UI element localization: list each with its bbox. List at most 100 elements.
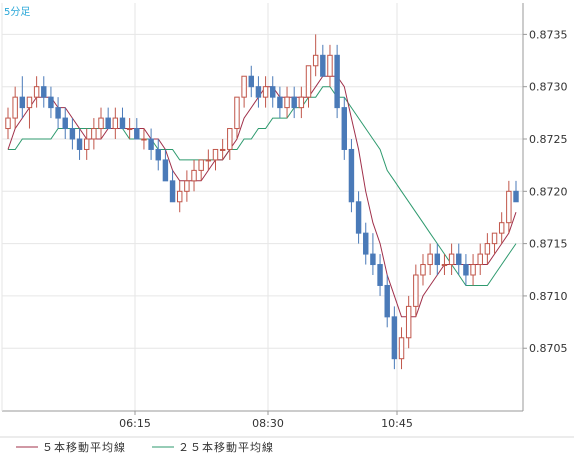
- candle-body: [377, 264, 383, 286]
- candle-down: [334, 44, 340, 119]
- y-tick-label: 0.8715: [529, 238, 568, 251]
- candle-body: [148, 138, 154, 150]
- candle-body: [355, 201, 362, 234]
- candle-down: [248, 65, 254, 98]
- candle-body: [420, 264, 426, 276]
- candle-body: [105, 117, 111, 130]
- candle-body: [55, 107, 61, 119]
- candle-down: [463, 254, 469, 286]
- candle-body: [155, 148, 161, 161]
- candle-body: [227, 128, 233, 150]
- candle-up: [83, 128, 90, 160]
- candle-body: [327, 54, 333, 77]
- candle-up: [177, 180, 183, 213]
- candle-body: [184, 180, 190, 192]
- candle-body: [26, 96, 33, 109]
- y-tick-label: 0.8705: [529, 342, 568, 355]
- candle-down: [363, 222, 369, 265]
- y-tick-label: 0.8725: [529, 133, 568, 146]
- grid-lines: [2, 3, 523, 411]
- candle-up: [191, 159, 197, 192]
- candle-down: [119, 107, 126, 130]
- candle-body: [320, 54, 326, 77]
- candle-body: [69, 128, 76, 140]
- candle-body: [470, 264, 476, 276]
- candle-down: [277, 86, 283, 119]
- candle-body: [119, 117, 126, 130]
- candle-up: [141, 128, 147, 150]
- candle-up: [5, 107, 11, 139]
- candle-body: [448, 253, 455, 266]
- candle-up: [405, 295, 412, 349]
- candle-body: [270, 86, 276, 98]
- candle-body: [212, 148, 219, 161]
- candle-body: [312, 54, 319, 67]
- candle-body: [177, 190, 183, 203]
- candle-body: [126, 128, 133, 131]
- candle-body: [434, 253, 441, 266]
- candle-body: [112, 117, 119, 130]
- period-label: 5分足: [4, 6, 30, 18]
- x-tick-label: 10:45: [381, 417, 413, 430]
- candle-down: [370, 233, 376, 275]
- candle-up: [420, 254, 426, 286]
- candle-up: [506, 180, 512, 234]
- candle-down: [456, 243, 462, 275]
- legend-ma25-label: ２５本移動平均線: [178, 440, 274, 454]
- candle-body: [198, 159, 204, 171]
- candle-body: [62, 117, 68, 130]
- candle-body: [205, 159, 212, 162]
- x-axis-ticks: 06:15 08:30 10:45: [119, 411, 413, 430]
- candle-body: [506, 190, 512, 224]
- candle-body: [219, 148, 226, 151]
- candle-up: [262, 76, 269, 108]
- candle-body: [405, 305, 412, 339]
- candle-up: [427, 243, 433, 275]
- y-axis-ticks: 0.8705 0.8710 0.8715 0.8720 0.8725 0.8730 0.87…: [523, 28, 568, 355]
- candle-down: [48, 86, 54, 119]
- x-tick-label: 06:15: [119, 417, 151, 430]
- candle-down: [291, 86, 297, 119]
- candle-up: [413, 264, 419, 317]
- legend-ma5-label: ５本移動平均線: [42, 440, 126, 454]
- candle-body: [341, 107, 347, 150]
- candle-up: [198, 159, 204, 181]
- candle-down: [19, 76, 26, 119]
- candle-up: [284, 86, 290, 119]
- candle-body: [463, 264, 469, 276]
- candle-down: [169, 170, 176, 203]
- candle-up: [477, 243, 483, 275]
- candle-up: [184, 170, 190, 202]
- candle-down: [62, 107, 68, 139]
- candle-body: [498, 222, 505, 234]
- candle-body: [363, 232, 369, 255]
- candle-up: [241, 75, 247, 108]
- candle-down: [255, 76, 262, 108]
- y-tick-label: 0.8720: [529, 185, 568, 198]
- candle-body: [83, 138, 90, 150]
- candle-down: [55, 97, 61, 129]
- candle-up: [327, 44, 333, 87]
- candle-up: [398, 327, 405, 370]
- candle-body: [334, 54, 340, 109]
- candle-up: [448, 243, 455, 275]
- candle-down: [41, 76, 47, 108]
- legend: ５本移動平均線 ２５本移動平均線: [16, 440, 274, 454]
- candle-body: [484, 243, 491, 255]
- candle-up: [484, 233, 491, 265]
- candle-down: [434, 243, 441, 275]
- candle-up: [12, 86, 18, 129]
- candle-down: [162, 149, 169, 182]
- candle-body: [456, 253, 462, 266]
- candle-down: [148, 128, 154, 160]
- candle-down: [384, 275, 390, 328]
- candle-body: [477, 253, 483, 266]
- candle-down: [320, 44, 326, 77]
- candle-body: [291, 96, 297, 109]
- candle-body: [91, 128, 97, 140]
- candle-down: [76, 128, 83, 160]
- x-tick-label: 08:30: [252, 417, 284, 430]
- candle-up: [126, 118, 133, 139]
- candle-up: [33, 76, 40, 108]
- candle-up: [98, 107, 104, 139]
